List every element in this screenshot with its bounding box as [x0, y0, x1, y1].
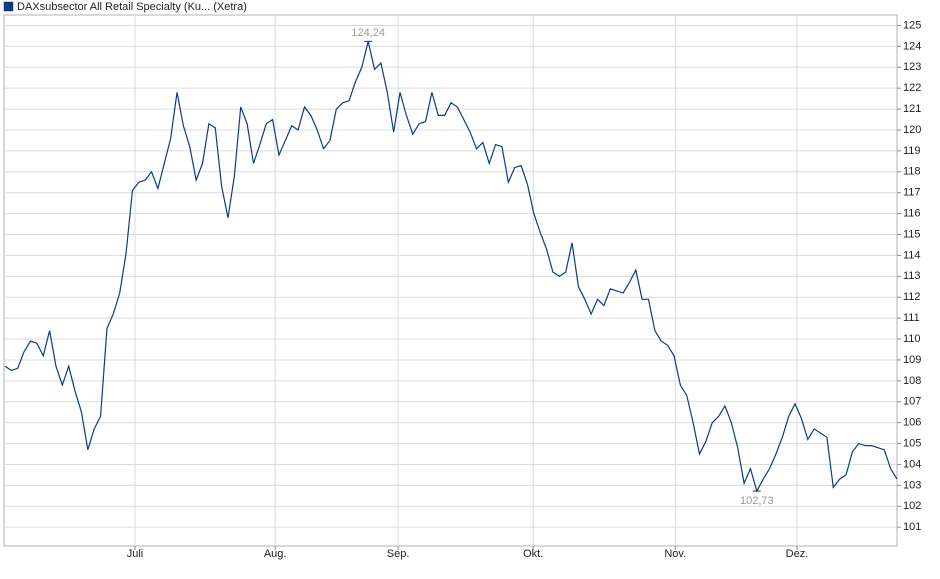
x-tick-label: Sep. — [387, 548, 410, 560]
y-tick-label: 115 — [903, 228, 921, 240]
y-tick-label: 105 — [903, 437, 921, 449]
y-tick-label: 122 — [903, 82, 921, 94]
y-tick-label: 109 — [903, 354, 921, 366]
y-tick-label: 119 — [903, 145, 921, 157]
y-tick-label: 101 — [903, 521, 921, 533]
plot-area — [3, 14, 898, 547]
y-tick-label: 108 — [903, 375, 921, 387]
x-tick-label: Juli — [127, 548, 144, 560]
y-tick-label: 123 — [903, 61, 921, 73]
y-tick-label: 120 — [903, 124, 921, 136]
y-tick-label: 114 — [903, 249, 921, 261]
y-tick-label: 118 — [903, 166, 921, 178]
legend-label: DAXsubsector All Retail Specialty (Ku...… — [17, 1, 247, 13]
x-tick-label: Aug. — [264, 548, 287, 560]
x-tick-label: Okt. — [523, 548, 543, 560]
y-tick-label: 112 — [903, 291, 921, 303]
x-tick-label: Nov. — [664, 548, 686, 560]
annotation: 102,73 — [740, 495, 774, 507]
y-tick-label: 124 — [903, 40, 921, 52]
legend-swatch — [3, 1, 14, 12]
y-tick-label: 110 — [903, 333, 921, 345]
y-tick-label: 116 — [903, 208, 921, 220]
y-tick-label: 107 — [903, 396, 921, 408]
y-tick-label: 106 — [903, 417, 921, 429]
y-tick-label: 103 — [903, 479, 921, 491]
y-tick-label: 111 — [903, 312, 920, 324]
line — [4, 41, 898, 493]
y-tick-label: 117 — [903, 187, 921, 199]
y-tick-label: 125 — [903, 19, 921, 31]
y-tick-label: 102 — [903, 500, 921, 512]
y-tick-label: 121 — [903, 103, 921, 115]
y-tick-label: 104 — [903, 458, 921, 470]
x-tick-label: Dez. — [786, 548, 809, 560]
annotation: 124,24 — [351, 27, 385, 39]
y-tick-label: 113 — [903, 270, 921, 282]
